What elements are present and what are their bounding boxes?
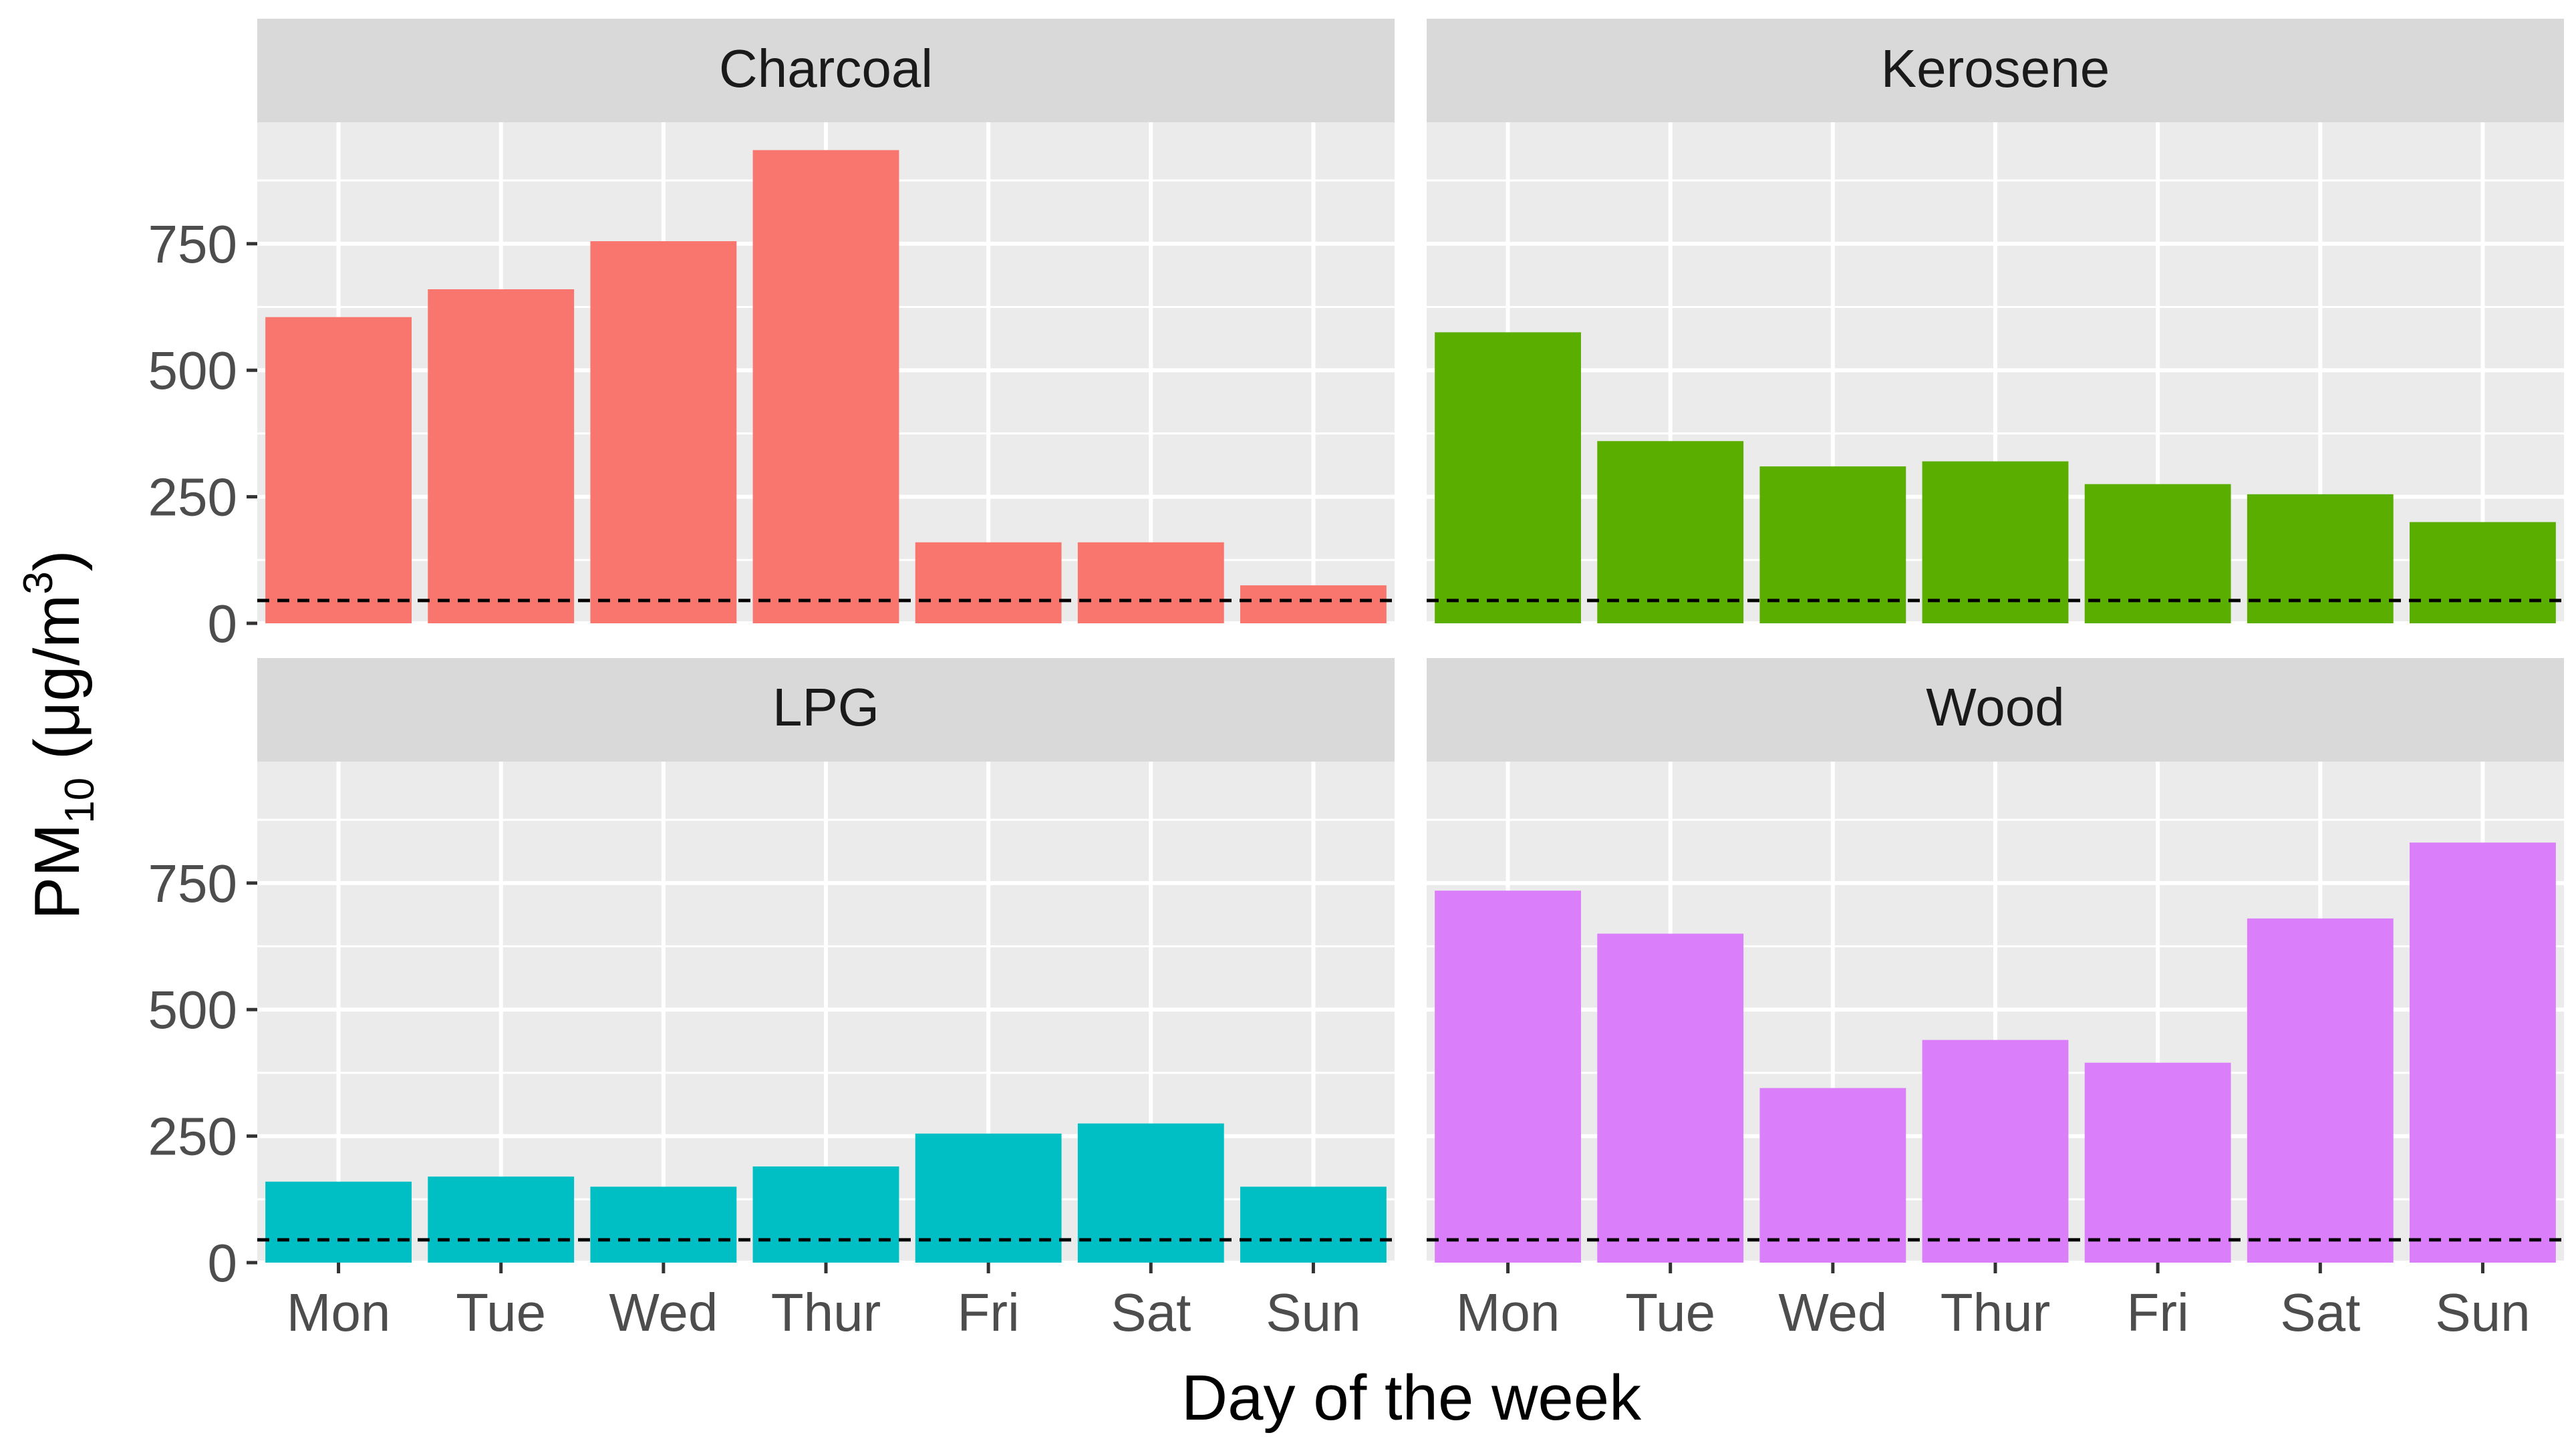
- y-axis-title-superscript: 3: [15, 571, 61, 594]
- x-tick-label: Tue: [456, 1283, 546, 1342]
- bar-wood-wed: [1759, 1088, 1906, 1263]
- bar-lpg-fri: [915, 1133, 1062, 1263]
- y-tick-label: 750: [148, 214, 237, 274]
- facet-kerosene: Kerosene: [1427, 19, 2564, 625]
- panel-plot-area: [257, 762, 1395, 1265]
- y-axis-title: PM10 (μg/m3): [15, 550, 103, 919]
- x-tick-label: Sat: [2280, 1283, 2360, 1342]
- y-tick-label: 250: [148, 1107, 237, 1166]
- bar-lpg-mon: [265, 1181, 412, 1263]
- x-tick-label: Sun: [2435, 1283, 2530, 1342]
- y-tick-label: 500: [148, 980, 237, 1039]
- x-axis-title: Day of the week: [1181, 1362, 1642, 1434]
- x-tick-label: Sat: [1111, 1283, 1191, 1342]
- strip-background: [1427, 658, 2564, 762]
- strip-label: LPG: [772, 677, 879, 737]
- bar-wood-tue: [1597, 933, 1744, 1263]
- bar-lpg-thur: [752, 1166, 899, 1263]
- y-tick-label: 0: [208, 1233, 238, 1293]
- x-tick-label: Mon: [287, 1283, 391, 1342]
- x-tick-label: Thur: [771, 1283, 881, 1342]
- bar-lpg-tue: [428, 1176, 575, 1263]
- x-tick-label: Thur: [1941, 1283, 2051, 1342]
- x-axis-right: Mon Tue Wed Thur Fri Sat Sun: [1456, 1263, 2531, 1342]
- y-axis-title-unit-close: ): [21, 550, 93, 571]
- bar-kerosene-mon: [1435, 332, 1581, 623]
- strip-label: Kerosene: [1881, 39, 2110, 98]
- x-tick-label: Wed: [609, 1283, 718, 1342]
- panel-plot-area: [257, 122, 1395, 625]
- strip-background: [1427, 19, 2564, 122]
- y-tick-label: 250: [148, 468, 237, 527]
- bar-charcoal-tue: [428, 289, 575, 623]
- strip-background: [257, 658, 1395, 762]
- bar-kerosene-tue: [1597, 441, 1744, 623]
- bar-kerosene-thur: [1922, 461, 2069, 623]
- y-axis-title-main: PM: [21, 824, 93, 920]
- y-axis-title-subscript: 10: [57, 778, 103, 824]
- bar-lpg-sun: [1240, 1186, 1387, 1263]
- bar-charcoal-wed: [590, 241, 737, 624]
- bar-wood-thur: [1922, 1039, 2069, 1263]
- x-axis-left: Mon Tue Wed Thur Fri Sat Sun: [287, 1263, 1361, 1342]
- strip-background: [257, 19, 1395, 122]
- bar-wood-fri: [2084, 1062, 2231, 1263]
- bar-kerosene-fri: [2084, 484, 2231, 623]
- strip-label: Charcoal: [719, 39, 933, 98]
- bar-lpg-wed: [590, 1186, 737, 1263]
- bar-kerosene-sun: [2410, 522, 2556, 623]
- facet-lpg: LPG: [257, 658, 1395, 1265]
- bar-charcoal-mon: [265, 317, 412, 623]
- x-tick-label: Wed: [1778, 1283, 1887, 1342]
- y-axis-top: 0 250 500 750: [148, 214, 257, 653]
- panel-plot-area: [1427, 122, 2564, 625]
- bar-lpg-sat: [1077, 1123, 1224, 1263]
- y-tick-label: 750: [148, 854, 237, 913]
- panel-plot-area: [1427, 762, 2564, 1265]
- y-tick-label: 0: [208, 594, 238, 653]
- y-axis-title-unit-open: (μg/m: [21, 595, 93, 778]
- bar-kerosene-wed: [1759, 466, 1906, 623]
- facet-charcoal: Charcoal: [257, 19, 1395, 625]
- bar-charcoal-sun: [1240, 585, 1387, 623]
- facet-wood: Wood: [1427, 658, 2564, 1265]
- x-tick-label: Tue: [1625, 1283, 1715, 1342]
- x-tick-label: Fri: [2127, 1283, 2189, 1342]
- y-tick-label: 500: [148, 341, 237, 400]
- bar-wood-sat: [2247, 918, 2394, 1263]
- bar-charcoal-sat: [1077, 542, 1224, 623]
- bar-charcoal-fri: [915, 542, 1062, 623]
- x-tick-label: Mon: [1456, 1283, 1560, 1342]
- bar-wood-mon: [1435, 891, 1581, 1263]
- strip-label: Wood: [1926, 677, 2065, 737]
- bar-charcoal-thur: [752, 150, 899, 623]
- x-tick-label: Fri: [958, 1283, 1020, 1342]
- bar-wood-sun: [2410, 842, 2556, 1263]
- bar-kerosene-sat: [2247, 494, 2394, 623]
- x-tick-label: Sun: [1266, 1283, 1361, 1342]
- y-axis-bottom: 0 250 500 750: [148, 854, 257, 1293]
